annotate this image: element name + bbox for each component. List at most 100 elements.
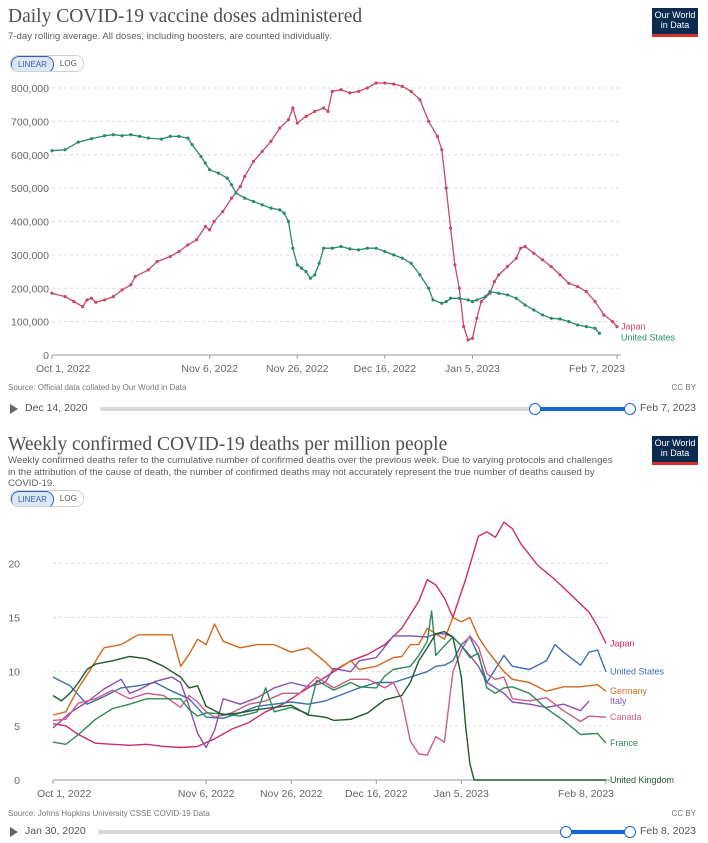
play-icon[interactable] xyxy=(10,404,18,414)
data-point xyxy=(409,261,413,265)
linear-scale-button[interactable]: LINEAR xyxy=(11,56,54,71)
chart-title: Weekly confirmed COVID-19 deaths per mil… xyxy=(8,434,448,455)
series-label-france: France xyxy=(610,738,638,748)
data-point xyxy=(505,264,510,269)
data-point xyxy=(190,143,194,147)
data-point xyxy=(129,133,133,137)
log-scale-button[interactable]: LOG xyxy=(59,59,77,68)
data-point xyxy=(615,325,619,329)
series-japan xyxy=(52,521,607,749)
linear-scale-button[interactable]: LINEAR xyxy=(11,491,54,506)
data-point xyxy=(330,246,334,250)
timeline-end-handle[interactable] xyxy=(624,826,636,838)
log-scale-button[interactable]: LOG xyxy=(59,494,77,503)
data-point xyxy=(111,294,115,299)
data-point xyxy=(291,106,295,110)
data-point xyxy=(89,296,94,300)
data-point xyxy=(94,300,98,304)
x-tick-label: Oct 1, 2022 xyxy=(36,363,90,375)
data-point xyxy=(102,134,107,138)
timeline-end-label: Feb 7, 2023 xyxy=(639,402,696,414)
series-line-canada xyxy=(52,635,607,756)
series-line-united-kingdom xyxy=(52,630,606,781)
vaccine-line-chart: 0 100,000 200,000 300,000 400,000 500,000 600,… xyxy=(11,81,676,375)
chart-title: Daily COVID-19 vaccine doses administere… xyxy=(8,6,363,27)
deaths-line-chart: 0 5 10 15 20 Oct 1, 2022 Nov 6, 2022 Nov 26, 20… xyxy=(8,521,674,800)
data-point xyxy=(308,276,313,280)
scale-toggle: LINEAR LOG xyxy=(10,490,84,507)
data-point xyxy=(549,264,553,269)
timeline-end-handle[interactable] xyxy=(624,403,636,415)
data-point xyxy=(313,273,317,277)
data-point xyxy=(177,134,181,138)
series-label-united-states: United States xyxy=(621,333,676,343)
owid-logo[interactable]: Our World in Data xyxy=(652,436,698,465)
data-point xyxy=(286,118,291,122)
data-point xyxy=(497,291,501,295)
data-point xyxy=(330,89,334,93)
chart-source[interactable]: Source: Official data collated by Our Wo… xyxy=(8,383,187,392)
play-icon[interactable] xyxy=(10,827,18,837)
timeline-start-label: Jan 30, 2020 xyxy=(25,825,86,837)
data-point xyxy=(286,219,291,224)
x-tick-label: Jan 5, 2023 xyxy=(434,788,489,800)
timeline-selected-range xyxy=(566,830,630,834)
chart-source[interactable]: Source: Johns Hopkins University CSSE CO… xyxy=(8,809,210,818)
data-point xyxy=(243,174,247,179)
data-point xyxy=(593,300,597,304)
data-point xyxy=(575,284,580,289)
data-point xyxy=(146,268,150,272)
data-point xyxy=(321,246,326,250)
data-point xyxy=(374,81,378,85)
data-point xyxy=(300,266,304,270)
data-point xyxy=(470,300,475,304)
data-point xyxy=(278,126,282,130)
timeline-start-handle[interactable] xyxy=(560,826,573,838)
license-label[interactable]: CC BY xyxy=(671,809,696,818)
scale-toggle: LINEAR LOG xyxy=(10,55,84,72)
series-label-italy: Italy xyxy=(610,696,627,706)
data-point xyxy=(549,316,553,320)
y-tick-label: 10 xyxy=(8,667,20,679)
data-point xyxy=(159,137,164,141)
x-tick-label: Nov 26, 2022 xyxy=(266,363,329,375)
timeline-start-label: Dec 14, 2020 xyxy=(25,402,88,414)
y-tick-label: 20 xyxy=(8,558,20,570)
chart-subtitle: 7-day rolling average. All doses, includ… xyxy=(8,31,332,42)
data-point xyxy=(427,119,431,123)
data-point xyxy=(409,89,413,93)
timeline-track[interactable] xyxy=(100,403,636,415)
data-point xyxy=(339,88,343,92)
data-point xyxy=(597,331,602,335)
data-point xyxy=(348,247,352,251)
data-point xyxy=(505,293,510,297)
y-tick-label: 800,000 xyxy=(11,83,49,95)
data-point xyxy=(238,184,242,189)
data-point xyxy=(431,298,435,302)
data-point xyxy=(251,199,256,204)
data-point xyxy=(497,273,501,277)
y-tick-label: 200,000 xyxy=(11,283,49,295)
data-point xyxy=(593,326,597,330)
series-italy xyxy=(52,633,590,749)
data-point xyxy=(155,259,159,264)
series-france xyxy=(52,610,607,746)
timeline-track[interactable] xyxy=(98,826,636,838)
y-tick-label: 500,000 xyxy=(11,183,49,195)
series-label-canada: Canada xyxy=(610,712,642,722)
series-label-united-states: United States xyxy=(610,667,665,677)
data-point xyxy=(194,238,199,242)
data-point xyxy=(234,191,238,195)
data-point xyxy=(72,300,76,304)
owid-logo[interactable]: Our World in Data xyxy=(652,8,698,37)
license-label[interactable]: CC BY xyxy=(671,383,696,392)
data-point xyxy=(540,258,545,262)
vaccine-chart-panel: Daily COVID-19 vaccine doses administere… xyxy=(8,6,698,415)
data-point xyxy=(146,136,150,140)
data-point xyxy=(229,183,234,187)
x-tick-label: Nov 26, 2022 xyxy=(260,788,323,800)
data-point xyxy=(575,323,580,327)
data-point xyxy=(444,186,448,190)
timeline-start-handle[interactable] xyxy=(528,403,541,415)
data-point xyxy=(356,89,361,93)
